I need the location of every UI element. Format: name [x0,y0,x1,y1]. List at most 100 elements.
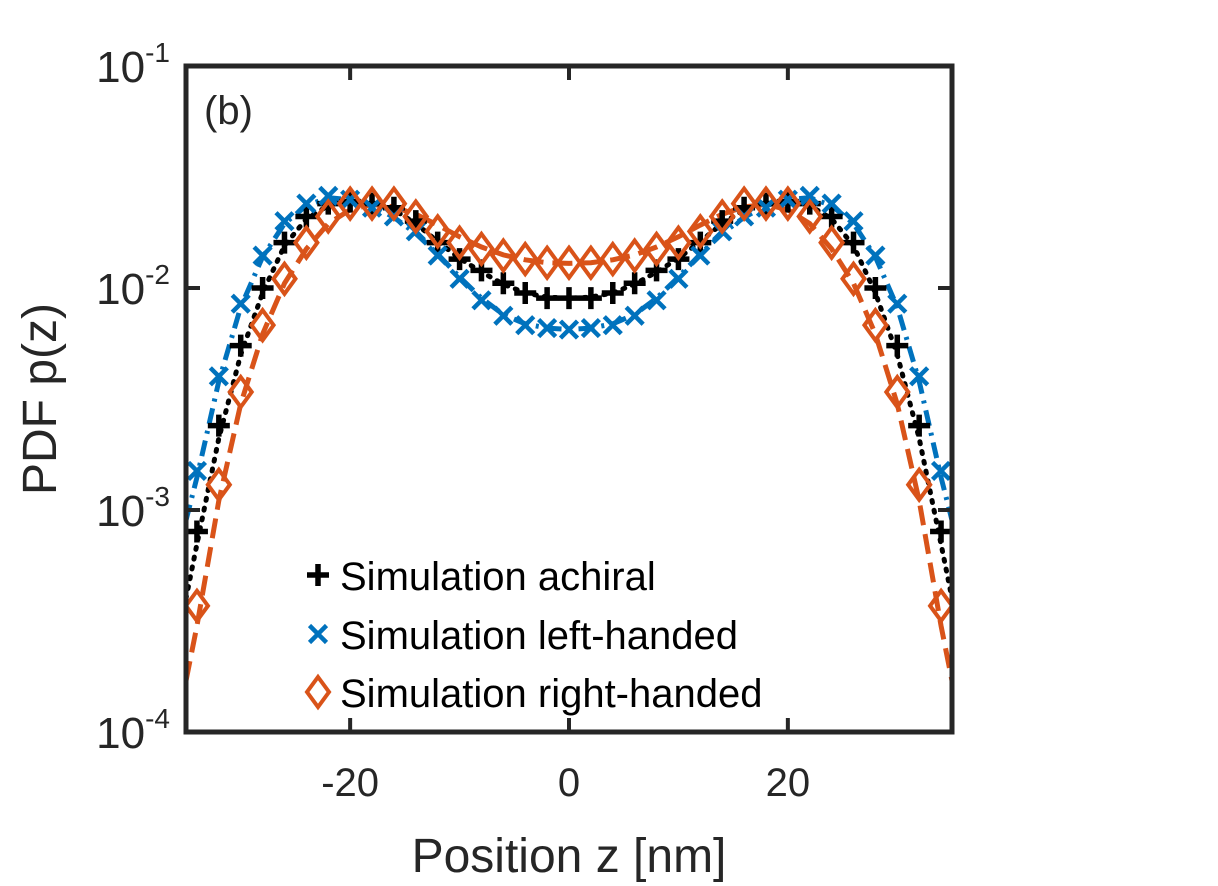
fit-line-series-2 [183,201,955,682]
marker-series-2-point-7 [336,185,364,222]
marker-series-1-point-4 [274,211,295,232]
marker-series-1-point-17 [558,319,580,340]
marker-series-2-point-34 [927,587,955,625]
y-tick-label: 10-2 [96,259,170,314]
marker-series-1-point-21 [646,290,667,311]
plot-background [186,66,952,732]
marker-series-1-point-16 [537,317,558,339]
marker-series-1-point-23 [690,245,711,266]
x-axis-label: Position z [nm] [412,830,727,883]
marker-series-2-point-15 [511,240,539,278]
marker-series-2-point-28 [796,198,824,235]
marker-series-1-point-15 [515,315,536,336]
marker-series-1-point-33 [909,366,930,387]
marker-series-1-point-20 [624,305,645,326]
marker-series-1-point-11 [427,245,448,266]
marker-series-0-point-8 [361,192,384,215]
legend-marker-series-0 [307,564,329,586]
marker-series-0-point-33 [908,414,931,437]
marker-series-2-point-6 [314,198,342,235]
marker-series-2-point-14 [489,237,517,274]
marker-series-2-point-10 [402,198,430,235]
marker-series-2-point-4 [271,260,298,298]
marker-series-2-point-23 [686,212,714,250]
marker-series-1-point-3 [252,245,273,266]
y-tick-label: 10-3 [96,481,170,536]
marker-series-1-point-34 [930,460,952,481]
x-tick-label: -20 [321,761,379,805]
marker-series-0-point-32 [886,334,909,357]
marker-series-1-point-2 [230,293,251,314]
marker-series-2-point-33 [905,466,933,504]
marker-series-2-point-22 [664,224,692,262]
marker-series-2-point-24 [708,198,736,235]
marker-series-2-point-2 [227,373,255,411]
legend: Simulation achiral Simulation left-handed… [304,555,762,716]
marker-series-2-point-25 [730,185,758,222]
y-tick-label: 10-1 [96,37,170,92]
marker-series-1-point-5 [296,193,317,214]
marker-series-0-point-5 [295,205,318,228]
marker-series-0-point-1 [207,414,230,437]
marker-series-2-point-16 [533,244,561,282]
marker-series-0-point-29 [820,205,843,228]
marker-series-2-point-20 [621,237,649,274]
marker-series-0-point-11 [426,231,449,254]
marker-series-1-point-32 [887,293,908,314]
marker-series-2-point-9 [380,185,408,222]
marker-series-2-point-30 [840,260,867,298]
marker-series-1-point-28 [799,185,820,206]
y-tick-label: 10-4 [96,703,170,758]
marker-series-2-point-1 [205,466,233,504]
marker-series-2-point-0 [183,587,211,625]
marker-series-2-point-3 [249,306,277,344]
marker-series-2-point-5 [292,224,320,262]
legend-label-series-2: Simulation right-handed [340,672,762,716]
marker-series-2-point-27 [774,185,802,222]
data-markers [183,185,955,625]
marker-series-0-point-16 [536,287,559,310]
marker-series-1-point-6 [318,185,339,206]
marker-series-1-point-30 [843,211,864,232]
marker-series-1-point-22 [668,268,689,289]
marker-series-1-point-0 [186,460,208,481]
marker-series-2-point-21 [643,230,671,268]
marker-series-2-point-11 [424,212,452,250]
marker-series-0-point-34 [930,520,953,543]
legend-label-series-1: Simulation left-handed [340,614,738,658]
marker-series-2-point-19 [599,240,627,278]
marker-series-0-point-3 [251,277,274,299]
marker-series-1-point-19 [602,315,623,336]
marker-series-2-point-32 [883,373,911,411]
x-tick-label: 20 [766,761,811,805]
marker-series-2-point-13 [467,230,495,268]
marker-series-1-point-18 [580,317,601,339]
legend-marker-series-2 [304,673,332,711]
marker-series-2-point-8 [358,185,386,222]
marker-series-1-point-29 [821,193,842,214]
marker-series-1-point-12 [449,268,470,289]
legend-marker-series-1 [307,623,329,645]
x-tick-label: 0 [558,761,580,805]
panel-label: (b) [204,89,253,133]
marker-series-1-point-13 [471,290,492,311]
marker-series-0-point-20 [623,272,646,295]
legend-label-series-0: Simulation achiral [340,555,656,599]
plot-frame [183,63,955,735]
marker-series-0-point-15 [514,281,537,304]
marker-series-0-point-17 [558,287,580,310]
marker-series-2-point-29 [818,224,846,262]
marker-series-1-point-1 [208,366,229,387]
marker-series-0-point-14 [492,272,515,295]
marker-series-0-point-23 [689,231,712,254]
marker-series-0-point-2 [229,334,252,357]
marker-series-0-point-0 [185,520,208,543]
marker-series-0-point-30 [842,231,865,254]
marker-series-1-point-31 [865,245,886,266]
marker-series-2-point-18 [577,244,605,282]
marker-series-0-point-19 [601,281,624,304]
marker-series-0-point-26 [754,192,777,215]
marker-series-2-point-26 [752,185,780,222]
marker-series-2-point-12 [446,224,474,262]
